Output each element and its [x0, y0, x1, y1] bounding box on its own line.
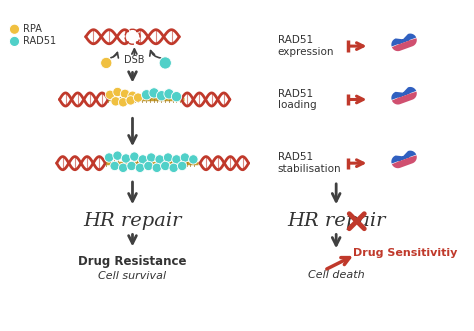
- Polygon shape: [392, 33, 416, 46]
- Circle shape: [110, 161, 119, 171]
- Circle shape: [172, 91, 182, 102]
- Circle shape: [180, 153, 190, 162]
- Circle shape: [133, 93, 143, 102]
- Text: HR repair: HR repair: [287, 212, 385, 230]
- Circle shape: [146, 153, 156, 162]
- Circle shape: [141, 90, 152, 100]
- Circle shape: [164, 89, 174, 99]
- Circle shape: [156, 91, 167, 101]
- Circle shape: [164, 153, 173, 162]
- Text: RAD51
loading: RAD51 loading: [278, 89, 316, 110]
- Circle shape: [104, 153, 114, 162]
- Circle shape: [159, 57, 172, 69]
- Circle shape: [161, 161, 170, 171]
- Circle shape: [105, 90, 115, 100]
- Circle shape: [120, 89, 130, 99]
- Text: RAD51
expression: RAD51 expression: [278, 35, 334, 57]
- Text: HR repair: HR repair: [83, 212, 182, 230]
- Circle shape: [126, 96, 135, 105]
- Circle shape: [138, 155, 147, 164]
- Circle shape: [127, 161, 136, 171]
- Circle shape: [155, 155, 164, 164]
- Text: RPA: RPA: [23, 24, 42, 34]
- Circle shape: [149, 88, 159, 98]
- Text: Drug Resistance: Drug Resistance: [78, 255, 187, 268]
- Circle shape: [144, 161, 153, 171]
- Circle shape: [118, 98, 128, 107]
- Circle shape: [130, 152, 139, 161]
- Polygon shape: [392, 155, 417, 168]
- Polygon shape: [392, 87, 416, 100]
- Circle shape: [128, 91, 137, 100]
- Text: Cell survival: Cell survival: [99, 270, 166, 281]
- Polygon shape: [392, 92, 417, 105]
- Text: Cell death: Cell death: [308, 269, 365, 280]
- Polygon shape: [392, 151, 416, 164]
- Polygon shape: [392, 38, 417, 51]
- Circle shape: [118, 163, 128, 172]
- Circle shape: [100, 57, 112, 69]
- Circle shape: [135, 163, 145, 172]
- Circle shape: [9, 24, 19, 34]
- Text: RAD51
stabilisation: RAD51 stabilisation: [278, 152, 341, 174]
- Circle shape: [113, 151, 122, 160]
- Circle shape: [111, 97, 120, 106]
- Circle shape: [121, 154, 131, 163]
- Circle shape: [152, 163, 162, 172]
- Circle shape: [113, 87, 122, 97]
- Text: DSB: DSB: [124, 56, 145, 66]
- Circle shape: [169, 163, 178, 172]
- Circle shape: [177, 161, 187, 171]
- Circle shape: [9, 36, 19, 47]
- Text: Drug Sensitivitiy: Drug Sensitivitiy: [353, 248, 457, 258]
- Text: RAD51: RAD51: [23, 36, 56, 46]
- Circle shape: [172, 155, 181, 164]
- Circle shape: [189, 155, 198, 164]
